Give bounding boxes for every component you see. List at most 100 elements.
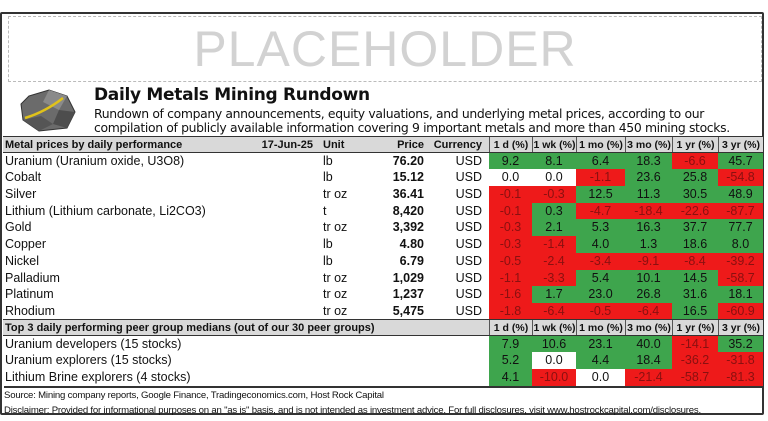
header-metric: 3 mo (%)	[625, 320, 672, 335]
metal-name: Uranium (Uranium oxide, U3O8)	[5, 153, 185, 168]
peer-group-name: Uranium developers (15 stocks)	[5, 336, 182, 351]
performance-cell: 40.0	[625, 335, 672, 353]
header-metric: 1 mo (%)	[576, 137, 625, 152]
metal-unit: lb	[323, 153, 333, 168]
performance-cell: -1.1	[489, 269, 532, 287]
performance-cell: 30.5	[672, 186, 718, 203]
metal-row: Lithium (Lithium carbonate, Li2CO3) t 8,42…	[3, 202, 763, 220]
header-name: Metal prices by daily performance	[5, 139, 183, 151]
performance-cell: -31.8	[718, 352, 763, 370]
performance-cell: 10.1	[625, 269, 672, 287]
peer-group-name: Lithium Brine explorers (4 stocks)	[5, 370, 191, 385]
performance-cell: 35.2	[718, 335, 763, 353]
performance-cell: -39.2	[718, 252, 763, 270]
performance-cell: 1.7	[532, 286, 576, 303]
performance-cell: 4.4	[576, 352, 625, 370]
metal-row: Copper lb 4.80 USD -0.3 -1.4 4.0 1.3 18.6 8.0	[3, 236, 763, 253]
peer-table-header: Top 3 daily performing peer group median…	[3, 319, 763, 336]
performance-cell: -0.3	[489, 219, 532, 237]
performance-cell: 5.2	[489, 352, 532, 370]
metal-unit: lb	[323, 237, 333, 252]
peer-group-name: Uranium explorers (15 stocks)	[5, 353, 172, 368]
header-metric: 1 yr (%)	[672, 320, 718, 335]
report-description: Rundown of company announcements, equity…	[94, 106, 730, 135]
metal-currency: USD	[455, 270, 482, 285]
metal-price: 1,237	[392, 287, 424, 302]
metal-name: Rhodium	[5, 303, 56, 318]
performance-cell: -0.3	[532, 186, 576, 203]
metal-currency: USD	[455, 220, 482, 235]
performance-cell: -58.7	[672, 369, 718, 386]
metal-price: 5,475	[392, 303, 424, 318]
metal-currency: USD	[455, 303, 482, 318]
metal-row: Nickel lb 6.79 USD -0.5 -2.4 -3.4 -9.1 -8.4 -39.2	[3, 252, 763, 270]
performance-cell: 16.3	[625, 219, 672, 237]
performance-cell: 0.0	[576, 369, 625, 386]
performance-cell: -0.5	[576, 302, 625, 320]
performance-cell: 37.7	[672, 219, 718, 237]
metal-price: 1,029	[392, 270, 424, 285]
header-metric: 1 mo (%)	[576, 320, 625, 335]
performance-cell: 0.0	[532, 169, 576, 187]
metal-row: Silver tr oz 36.41 USD -0.1 -0.3 12.5 11.3 30.5 4…	[3, 186, 763, 203]
performance-cell: -0.1	[489, 202, 532, 220]
metal-name: Silver	[5, 187, 37, 202]
metal-row: Platinum tr oz 1,237 USD -1.6 1.7 23.0 26.8 31.6…	[3, 286, 763, 303]
metal-name: Platinum	[5, 287, 54, 302]
performance-cell: -1.4	[532, 236, 576, 253]
performance-cell: 5.3	[576, 219, 625, 237]
header-metric: 1 wk (%)	[532, 137, 576, 152]
metal-price: 8,420	[392, 203, 424, 218]
performance-cell: -6.4	[625, 302, 672, 320]
performance-cell: -0.5	[489, 252, 532, 270]
metal-currency: USD	[455, 287, 482, 302]
header-date: 17-Jun-25	[261, 139, 313, 151]
peer-row: Uranium developers (15 stocks) 7.9 10.6 23.…	[3, 335, 763, 353]
report-title: Daily Metals Mining Rundown	[94, 85, 370, 105]
header-metric: 1 d (%)	[489, 320, 532, 335]
performance-cell: -1.8	[489, 302, 532, 320]
performance-cell: -6.4	[532, 302, 576, 320]
metal-currency: USD	[455, 187, 482, 202]
metal-prices-table: Metal prices by daily performance 17-Jun…	[3, 136, 763, 322]
metal-row: Palladium tr oz 1,029 USD -1.1 -3.3 5.4 10.1 14.…	[3, 269, 763, 287]
rock-logo-icon	[20, 89, 76, 132]
metal-name: Cobalt	[5, 170, 42, 185]
performance-cell: 16.5	[672, 302, 718, 320]
metal-unit: t	[323, 203, 327, 218]
performance-cell: -2.4	[532, 252, 576, 270]
metal-price: 15.12	[392, 170, 424, 185]
metal-name: Copper	[5, 237, 46, 252]
performance-cell: 48.9	[718, 186, 763, 203]
peer-group-table: Top 3 daily performing peer group median…	[3, 319, 763, 386]
source-note: Source: Mining company reports, Google F…	[4, 390, 384, 401]
performance-cell: -58.7	[718, 269, 763, 287]
metal-price: 4.80	[399, 237, 424, 252]
metal-unit: tr oz	[323, 287, 348, 302]
header-unit: Unit	[323, 139, 345, 151]
performance-cell: 4.0	[576, 236, 625, 253]
performance-cell: -14.1	[672, 335, 718, 353]
metal-unit: tr oz	[323, 220, 348, 235]
performance-cell: 5.4	[576, 269, 625, 287]
performance-cell: 25.8	[672, 169, 718, 187]
metal-row: Rhodium tr oz 5,475 USD -1.8 -6.4 -0.5 -6.4 16.5…	[3, 302, 763, 320]
performance-cell: 0.0	[532, 352, 576, 370]
performance-cell: -81.3	[718, 369, 763, 386]
performance-cell: -54.8	[718, 169, 763, 187]
metal-currency: USD	[455, 237, 482, 252]
performance-cell: 31.6	[672, 286, 718, 303]
performance-cell: -3.3	[532, 269, 576, 287]
performance-cell: -87.7	[718, 202, 763, 220]
metal-price: 3,392	[392, 220, 424, 235]
performance-cell: -0.3	[489, 236, 532, 253]
metal-price: 36.41	[392, 187, 424, 202]
performance-cell: 0.3	[532, 202, 576, 220]
performance-cell: 11.3	[625, 186, 672, 203]
metal-row: Cobalt lb 15.12 USD 0.0 0.0 -1.1 23.6 25.8 -54.8	[3, 169, 763, 187]
header-metric: 3 mo (%)	[625, 137, 672, 152]
performance-cell: -8.4	[672, 252, 718, 270]
report-frame	[0, 12, 764, 415]
metal-unit: tr oz	[323, 270, 348, 285]
performance-cell: 26.8	[625, 286, 672, 303]
